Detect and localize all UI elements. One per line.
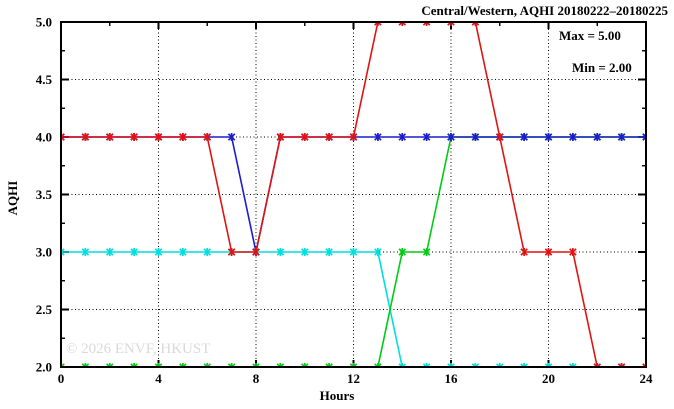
series-marker-cyan-line: [179, 248, 187, 256]
y-tick-label: 2.0: [36, 360, 52, 375]
x-tick-label: 4: [155, 371, 162, 386]
series-marker-red-line: [276, 133, 285, 141]
series-marker-red-line: [520, 248, 528, 256]
series-marker-cyan-line: [325, 248, 333, 256]
series-marker-blue-line: [520, 133, 528, 141]
plot-border: [60, 21, 647, 368]
max-min-annotation: Max = 5.00 Min = 2.00: [559, 28, 632, 76]
series-marker-cyan-line: [300, 248, 309, 256]
series-marker-red-line: [349, 133, 358, 141]
series-marker-blue-line: [569, 133, 577, 141]
max-value-label: Max = 5.00: [559, 28, 621, 43]
min-value-label: Min = 2.00: [572, 60, 632, 75]
series-marker-blue-line: [544, 133, 553, 141]
series-marker-red-line: [544, 248, 553, 256]
series-marker-cyan-line: [81, 248, 90, 256]
watermark-text: © 2026 ENVF, HKUST: [66, 341, 211, 357]
x-axis-title: Hours: [319, 388, 355, 403]
series-marker-green-line: [422, 248, 431, 256]
series-marker-cyan-line: [276, 248, 285, 256]
y-tick-label: 5.0: [36, 15, 52, 30]
series-marker-cyan-line: [203, 248, 212, 256]
x-tick-label: 16: [445, 371, 459, 386]
series-marker-green-line: [398, 248, 407, 256]
series-marker-red-line: [130, 133, 138, 141]
series-marker-red-line: [105, 133, 114, 141]
series-marker-blue-line: [422, 133, 431, 141]
series-marker-blue-line: [617, 133, 626, 141]
x-tick-label: 24: [640, 371, 654, 386]
series-marker-blue-line: [227, 133, 236, 141]
series-marker-red-line: [203, 133, 212, 141]
series-marker-red-line: [252, 248, 260, 256]
series-marker-cyan-line: [130, 248, 138, 256]
series-marker-red-line: [227, 248, 236, 256]
chart-title: Central/Western, AQHI 20180222–20180225: [421, 3, 668, 18]
series-marker-blue-line: [398, 133, 407, 141]
x-tick-label: 0: [58, 371, 65, 386]
y-axis-title: AQHI: [5, 180, 20, 216]
series-marker-blue-line: [471, 133, 480, 141]
series-marker-cyan-line: [105, 248, 114, 256]
x-tick-label: 20: [542, 371, 555, 386]
series-marker-red-line: [179, 133, 187, 141]
series-marker-blue-line: [593, 133, 602, 141]
series-marker-red-line: [300, 133, 309, 141]
series-marker-blue-line: [374, 133, 382, 141]
series-marker-cyan-line: [349, 248, 358, 256]
x-tick-label: 12: [347, 371, 360, 386]
series-marker-red-line: [81, 133, 90, 141]
y-tick-label: 4.0: [36, 130, 52, 145]
y-tick-label: 3.0: [36, 245, 52, 260]
x-tick-label: 8: [253, 371, 260, 386]
series-marker-red-line: [495, 133, 504, 141]
y-tick-label: 2.5: [36, 302, 53, 317]
series-marker-red-line: [325, 133, 333, 141]
series-marker-cyan-line: [374, 248, 382, 256]
series-marker-cyan-line: [154, 248, 163, 256]
y-tick-label: 4.5: [36, 72, 53, 87]
series-marker-red-line: [154, 133, 163, 141]
y-tick-label: 3.5: [36, 187, 53, 202]
series-marker-red-line: [569, 248, 577, 256]
series-marker-blue-line: [447, 133, 455, 141]
